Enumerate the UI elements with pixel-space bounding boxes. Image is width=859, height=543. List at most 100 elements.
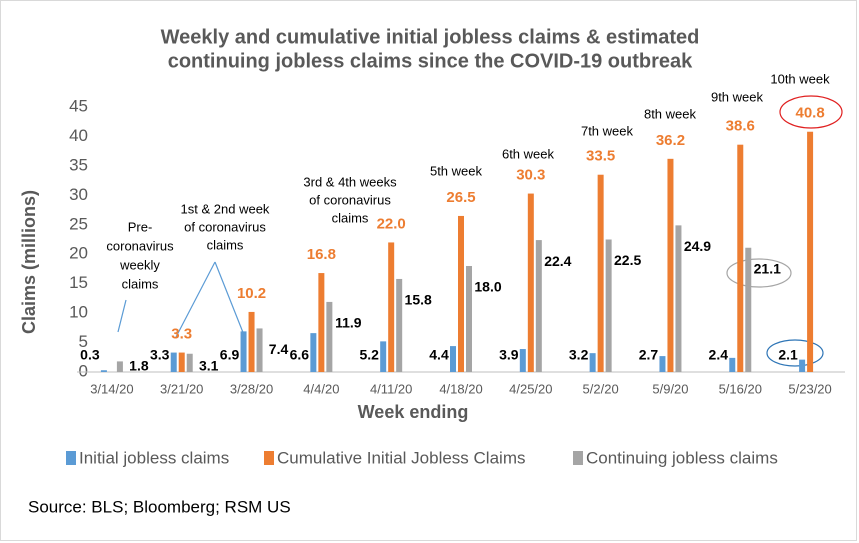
data-label: 3.2 [569,347,589,363]
data-label: 11.9 [335,315,362,331]
legend-label: Continuing jobless claims [586,448,778,467]
bar [100,370,107,372]
annotation: 3rd & 4th weeks [303,174,397,189]
bar [807,131,814,372]
y-tick-label: 25 [69,214,88,233]
annotation: 6th week [502,146,555,161]
y-tick-label: 30 [69,185,88,204]
data-label: 16.8 [307,246,336,263]
y-tick-label: 35 [69,155,88,174]
arrow [175,261,216,338]
bar [667,158,674,372]
x-tick-label: 3/28/20 [230,381,273,396]
bar [729,357,736,372]
x-tick-label: 5/2/20 [583,381,619,396]
bar [450,346,456,372]
data-label: 3.9 [499,347,519,363]
data-label: 38.6 [726,118,755,135]
data-label: 2.4 [709,347,729,363]
y-tick-label: 20 [69,244,88,263]
highlight [779,95,843,129]
data-label: 7.4 [269,341,289,357]
bar [186,353,193,372]
data-label: 21.1 [754,260,781,276]
bar [170,352,177,372]
annotation: 5th week [430,163,483,178]
x-tick-label: 3/14/20 [90,381,133,396]
data-label: 40.8 [795,105,824,122]
highlight [726,258,792,288]
annotation: claims [207,237,244,252]
x-tick-label: 5/23/20 [788,381,831,396]
bar [318,273,325,372]
data-label: 1.8 [129,358,149,374]
callouts [117,95,843,367]
arrow [117,299,127,333]
bar [116,361,123,372]
y-tick-label: 5 [79,332,88,351]
annotation: of coronavirus [309,192,391,207]
x-tick-label: 4/11/20 [370,381,412,396]
data-label: 30.3 [516,167,545,184]
data-label: 6.6 [290,347,310,363]
annotation: of coronavirus [184,219,266,234]
bar [256,328,263,372]
chart-title: Weekly and cumulative initial jobless cl… [161,26,700,48]
annotation: weekly [119,257,160,272]
legend-swatch [573,451,583,465]
x-tick-label: 5/9/20 [652,381,688,396]
bar [745,247,752,372]
x-tick-label: 4/4/20 [303,381,339,396]
x-tick-label: 5/16/20 [719,381,762,396]
source: Source: BLS; Bloomberg; RSM US [28,497,291,516]
x-tick-label: 4/25/20 [509,381,552,396]
y-tick-label: 45 [69,96,88,115]
data-label: 36.2 [656,132,685,149]
annotation: 9th week [711,89,764,104]
annotation: coronavirus [106,238,174,253]
bar [310,333,317,372]
highlight [766,339,824,367]
bar [388,242,395,372]
bar [248,311,255,372]
legend-swatch [264,451,274,465]
bar [535,240,542,372]
y-axis-title: Claims (millions) [19,190,39,334]
annotation: claims [332,210,369,225]
y-tick-label: 40 [69,126,88,145]
data-label: 4.4 [429,347,449,363]
y-tick-label: 15 [69,273,88,292]
data-label: 24.9 [684,238,711,254]
y-tick-label: 10 [69,303,88,322]
data-label: 18.0 [474,279,501,295]
data-label: 22.0 [377,215,406,232]
bar [737,144,744,372]
data-label: 2.1 [778,347,798,363]
bar [605,239,612,372]
data-label: 2.7 [639,347,659,363]
data-label: 33.5 [586,148,615,165]
bar [519,349,526,372]
bar [396,278,403,372]
annotation: 7th week [581,123,634,138]
annotation: claims [122,276,159,291]
x-axis-title: Week ending [358,402,469,422]
y-tick-label: 0 [79,361,88,380]
bar [240,331,247,372]
arrow [214,261,245,336]
data-label: 3.1 [199,358,219,374]
bar [659,356,666,372]
data-label: 26.5 [446,189,475,206]
annotation: Pre- [128,219,153,234]
bar [799,359,806,372]
bar [178,352,185,372]
data-label: 5.2 [359,347,379,363]
annotation: 1st & 2nd week [181,201,270,216]
legend-label: Initial jobless claims [79,448,229,467]
data-label: 6.9 [220,347,240,363]
data-label: 3.3 [150,347,170,363]
bar [466,266,472,372]
data-label: 22.4 [544,253,571,269]
data-label: 0.3 [80,347,100,363]
